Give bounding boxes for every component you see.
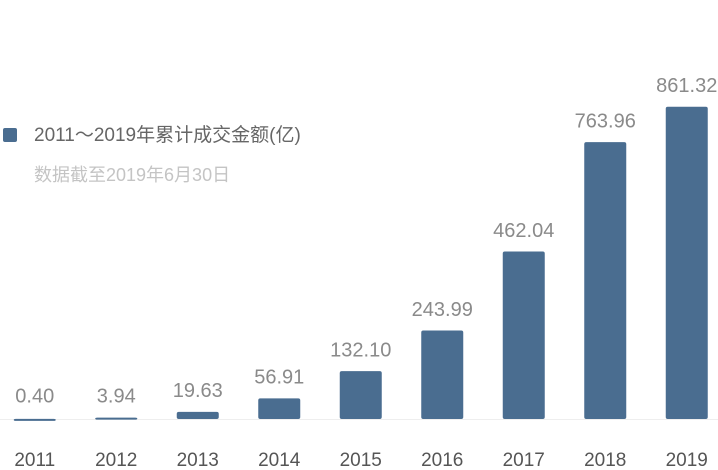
bar xyxy=(421,330,464,419)
value-label: 19.63 xyxy=(173,380,223,402)
legend-swatch xyxy=(3,128,17,142)
bar xyxy=(95,417,138,420)
x-tick-label: 2015 xyxy=(340,450,382,470)
x-tick-label: 2018 xyxy=(584,450,626,470)
legend-label: 2011～2019年累计成交金额(亿) xyxy=(34,124,301,146)
x-tick-label: 2012 xyxy=(95,450,137,470)
value-label: 56.91 xyxy=(254,367,304,389)
value-label: 243.99 xyxy=(412,299,473,321)
bar xyxy=(502,251,545,419)
x-tick-label: 2016 xyxy=(421,450,463,470)
x-tick-label: 2013 xyxy=(177,450,219,470)
bar xyxy=(258,398,301,419)
x-tick-label: 2017 xyxy=(503,450,545,470)
value-label: 132.10 xyxy=(330,339,391,361)
value-label: 462.04 xyxy=(493,220,554,242)
subtitle: 数据截至2019年6月30日 xyxy=(34,165,230,185)
x-tick-label: 2014 xyxy=(258,450,301,470)
x-tick-label: 2019 xyxy=(666,450,708,470)
value-label: 763.96 xyxy=(575,110,636,132)
value-label: 3.94 xyxy=(97,385,136,407)
value-label: 0.40 xyxy=(15,385,54,407)
bar xyxy=(584,142,627,419)
bar xyxy=(339,371,382,419)
bar xyxy=(665,106,708,420)
bar xyxy=(13,418,56,421)
value-label: 861.32 xyxy=(656,75,717,97)
x-tick-label: 2011 xyxy=(14,450,55,470)
bar xyxy=(176,411,219,419)
